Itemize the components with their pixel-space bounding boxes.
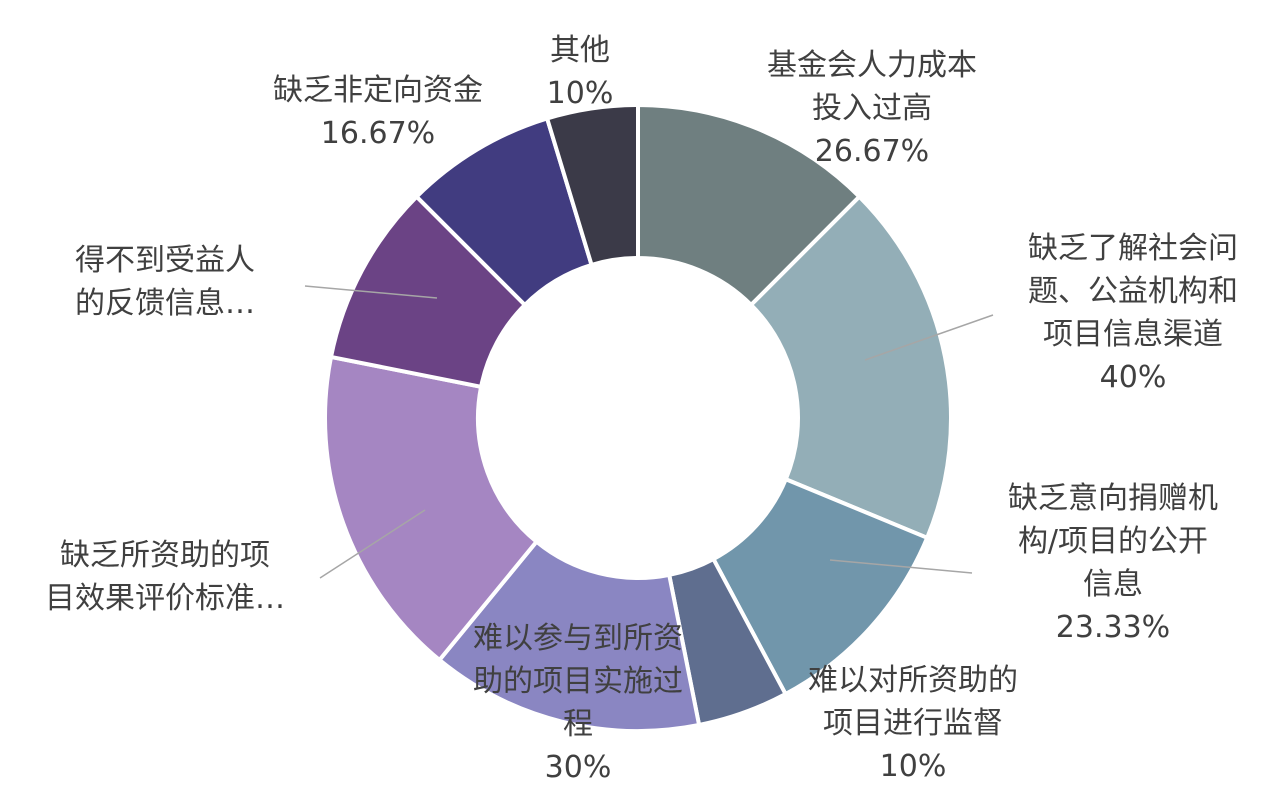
slice-label-line: 信息 [1083, 567, 1143, 602]
slice-value-label: 26.67% [815, 134, 929, 169]
leader-line-5 [319, 509, 426, 579]
slice-label-line: 助的项目实施过 [473, 664, 683, 699]
slice-label-line: 构/项目的公开 [1018, 524, 1208, 559]
slice-label-line: 的反馈信息… [75, 286, 255, 321]
leader-line-2 [829, 559, 973, 574]
slice-label-7: 缺乏非定向资金 16.67% [273, 73, 483, 151]
slice-label-2: 缺乏意向捐赠机构/项目的公开信息 23.33% [1008, 481, 1218, 645]
slice-label-line: 缺乏了解社会问 [1028, 231, 1238, 266]
slice-label-line: 缺乏意向捐赠机 [1008, 481, 1218, 516]
slice-label-5: 缺乏所资助的项目效果评价标准… [45, 538, 285, 616]
slice-label-line: 程 [563, 707, 593, 742]
slices-group [323, 102, 953, 733]
slice-label-line: 其他 [550, 33, 610, 68]
slice-value-label: 23.33% [1056, 610, 1170, 645]
slice-label-line: 投入过高 [812, 91, 932, 126]
slice-label-line: 题、公益机构和 [1028, 274, 1238, 309]
donut-slice-5 [323, 354, 540, 663]
slice-value-label: 10% [880, 749, 947, 784]
labels-group: 基金会人力成本投入过高 26.67% 缺乏了解社会问题、公益机构和项目信息渠道 40%… [45, 33, 1238, 785]
slice-label-8: 其他 10% [547, 33, 614, 111]
slice-label-1: 缺乏了解社会问题、公益机构和项目信息渠道 40% [1028, 231, 1238, 395]
slice-label-line: 项目信息渠道 [1043, 317, 1223, 352]
donut-slice-4 [436, 538, 702, 733]
slice-value-label: 16.67% [321, 116, 435, 151]
slice-value-label: 30% [545, 750, 612, 785]
leader-lines-group [304, 285, 994, 579]
slice-label-line: 目效果评价标准… [45, 581, 285, 616]
slice-label-6: 得不到受益人的反馈信息… [75, 243, 255, 321]
leader-line-6 [304, 285, 438, 299]
slice-label-3: 难以对所资助的项目进行监督 10% [808, 663, 1018, 784]
slice-value-label: 40% [1100, 360, 1167, 395]
slice-label-line: 缺乏所资助的项 [60, 538, 270, 573]
donut-slice-1 [748, 193, 953, 541]
slice-label-line: 基金会人力成本 [767, 48, 977, 83]
slice-label-0: 基金会人力成本投入过高 26.67% [767, 48, 977, 169]
slice-label-line: 得不到受益人 [75, 243, 255, 278]
slice-label-4: 难以参与到所资助的项目实施过程 30% [473, 621, 683, 785]
slice-label-line: 缺乏非定向资金 [273, 73, 483, 108]
donut-slice-8 [544, 102, 640, 268]
slice-label-line: 难以对所资助的 [808, 663, 1018, 698]
slice-label-line: 项目进行监督 [823, 706, 1003, 741]
slice-value-label: 10% [547, 76, 614, 111]
leader-line-1 [864, 314, 994, 361]
donut-slice-0 [636, 102, 863, 308]
slice-label-line: 难以参与到所资 [473, 621, 683, 656]
